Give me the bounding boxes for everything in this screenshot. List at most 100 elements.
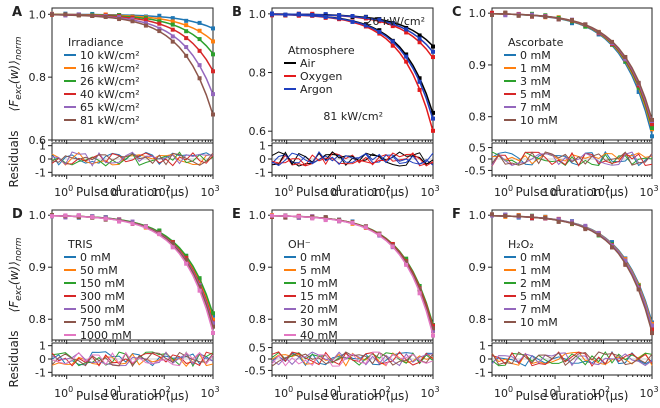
data-point bbox=[157, 29, 162, 34]
main-axes-frame bbox=[491, 209, 653, 341]
y-axis-label-part: exc bbox=[14, 84, 24, 100]
legend-label: 40 kW/cm² bbox=[80, 88, 140, 101]
data-point bbox=[310, 216, 315, 221]
data-point bbox=[583, 24, 588, 29]
x-tick-exponent: 0 bbox=[68, 385, 73, 394]
x-tick-exponent: 2 bbox=[605, 385, 610, 394]
data-point bbox=[490, 13, 494, 18]
legend-label: 26 kW/cm² bbox=[80, 75, 140, 88]
data-point bbox=[184, 261, 189, 266]
data-point bbox=[323, 12, 328, 17]
x-tick-label: 100 bbox=[54, 385, 73, 400]
legend-title: OH⁻ bbox=[288, 238, 311, 251]
data-point bbox=[170, 245, 175, 250]
data-point bbox=[283, 12, 288, 17]
data-point bbox=[650, 134, 654, 139]
data-point bbox=[417, 40, 422, 45]
data-point bbox=[390, 24, 395, 29]
legend-label: 10 mM bbox=[520, 316, 558, 329]
data-point bbox=[103, 14, 108, 19]
series-line bbox=[51, 214, 214, 328]
resid-y-tick-label: 0 bbox=[479, 153, 486, 166]
data-point bbox=[596, 30, 601, 35]
data-point bbox=[650, 117, 654, 122]
main-axes-frame bbox=[271, 209, 434, 341]
legend-label: 81 kW/cm² bbox=[80, 114, 140, 127]
data-point bbox=[76, 13, 81, 18]
data-point bbox=[363, 15, 368, 20]
series-line bbox=[491, 12, 653, 130]
y-axis-label-part: ⟨F bbox=[7, 300, 21, 313]
data-point bbox=[184, 36, 189, 41]
data-point bbox=[431, 128, 435, 133]
resid-y-tick-label: 0 bbox=[479, 353, 486, 366]
data-point bbox=[117, 219, 122, 224]
data-point bbox=[211, 39, 215, 44]
y-tick-label: 0.6 bbox=[29, 134, 47, 147]
data-point bbox=[650, 122, 654, 127]
panel-letter: A bbox=[12, 5, 22, 20]
x-tick-exponent: 1 bbox=[337, 184, 342, 193]
data-point bbox=[390, 21, 395, 26]
legend-label: 7 mM bbox=[520, 101, 551, 114]
data-point bbox=[63, 213, 68, 218]
data-point bbox=[404, 59, 409, 64]
data-point bbox=[417, 287, 422, 292]
y-tick-label: 1.0 bbox=[469, 209, 487, 222]
x-tick-label: 103 bbox=[200, 184, 219, 199]
resid-y-tick-label: 0 bbox=[259, 153, 266, 166]
y-tick-label: 0.9 bbox=[29, 261, 47, 274]
legend-label: 500 mM bbox=[80, 303, 125, 316]
legend-label: 30 mM bbox=[300, 316, 338, 329]
x-tick-exponent: 1 bbox=[117, 385, 122, 394]
residual-line bbox=[51, 351, 214, 367]
data-point bbox=[623, 59, 628, 64]
data-point bbox=[197, 279, 202, 284]
y-tick-label: 1.0 bbox=[29, 8, 47, 21]
y-tick-label: 1.0 bbox=[469, 7, 487, 20]
x-tick-label: 103 bbox=[639, 385, 658, 400]
y-axis-label-part: norm bbox=[14, 36, 24, 60]
data-point bbox=[503, 213, 508, 218]
residual-line bbox=[491, 351, 653, 367]
data-point bbox=[530, 216, 534, 221]
data-point bbox=[323, 15, 328, 20]
y-tick-label: 0.8 bbox=[29, 71, 47, 84]
data-point bbox=[211, 69, 215, 74]
resid-y-tick-label: 0 bbox=[259, 353, 266, 366]
x-tick-label: 100 bbox=[274, 385, 293, 400]
legend-title: Irradiance bbox=[68, 36, 124, 49]
residual-line bbox=[51, 351, 214, 368]
data-point bbox=[363, 23, 368, 28]
series-line bbox=[491, 214, 653, 328]
residual-line bbox=[491, 352, 653, 367]
data-point bbox=[197, 288, 202, 293]
legend-label: 300 mM bbox=[80, 290, 125, 303]
series-line bbox=[491, 13, 653, 136]
data-point bbox=[556, 217, 561, 222]
data-point bbox=[157, 26, 162, 31]
y-tick-label: 1.0 bbox=[29, 209, 47, 222]
data-point bbox=[90, 215, 95, 220]
x-tick-exponent: 1 bbox=[557, 385, 562, 394]
data-point bbox=[197, 276, 202, 281]
data-point bbox=[197, 37, 202, 42]
residual-line bbox=[51, 351, 214, 367]
data-point bbox=[157, 17, 162, 22]
data-point bbox=[323, 218, 328, 223]
legend-label: 15 mM bbox=[300, 290, 338, 303]
y-tick-label: 0.8 bbox=[249, 67, 267, 80]
data-point bbox=[650, 126, 654, 131]
x-tick-exponent: 2 bbox=[386, 385, 391, 394]
data-point bbox=[184, 18, 189, 23]
x-tick-label: 103 bbox=[420, 184, 439, 199]
x-tick-exponent: 0 bbox=[288, 184, 293, 193]
x-axis-label: Pulse duration (µs) bbox=[76, 389, 189, 403]
data-point bbox=[170, 22, 175, 27]
y-tick-label: 0.9 bbox=[469, 261, 487, 274]
data-point bbox=[103, 216, 108, 221]
legend-label: 10 mM bbox=[300, 277, 338, 290]
data-point bbox=[296, 12, 301, 17]
